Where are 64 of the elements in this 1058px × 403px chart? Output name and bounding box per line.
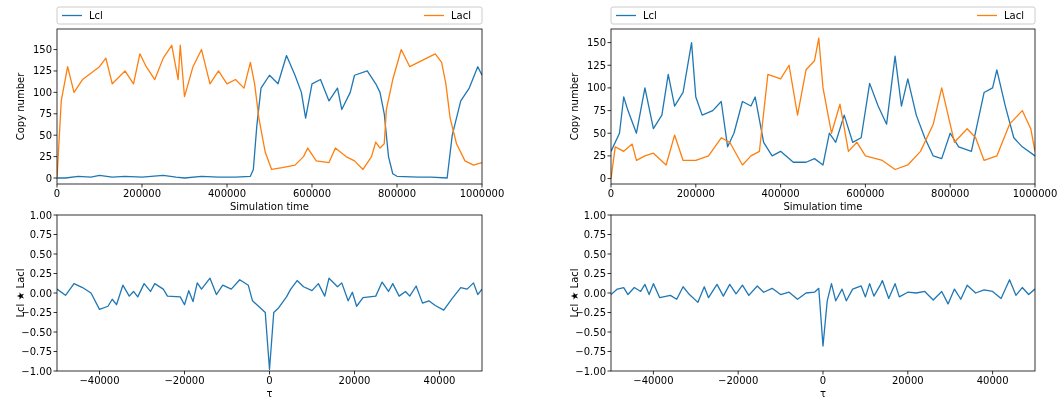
x-tick-label: 800000 <box>377 188 417 199</box>
y-tick-label: 0.00 <box>583 287 606 299</box>
y-tick-label: 0.75 <box>29 229 52 240</box>
y-tick-label: −0.75 <box>21 346 52 357</box>
x-tick-label: −40000 <box>79 375 120 386</box>
y-tick-label: 150 <box>586 37 606 49</box>
line-series <box>611 279 1035 347</box>
line-series <box>57 277 482 371</box>
x-tick-label: 40000 <box>423 375 456 386</box>
y-tick-label: −1.00 <box>21 365 52 377</box>
x-tick-label: −20000 <box>718 375 759 386</box>
y-axis-title: Copy number <box>569 71 580 141</box>
legend-label: Lacl <box>451 10 471 21</box>
x-axis-title: τ <box>819 388 827 399</box>
y-tick-label: 100 <box>32 86 52 98</box>
y-tick-label: 125 <box>32 65 52 77</box>
y-tick-label: 25 <box>39 151 52 163</box>
x-tick-label: 20000 <box>891 375 924 386</box>
y-tick-label: 0.50 <box>583 248 606 260</box>
y-tick-label: 0 <box>45 172 52 184</box>
x-tick-label: 800000 <box>931 188 970 199</box>
x-tick-label: 200000 <box>122 188 162 199</box>
y-tick-label: 0.00 <box>29 287 52 299</box>
y-tick-label: −0.50 <box>575 326 606 338</box>
y-tick-label: 25 <box>593 150 606 162</box>
x-tick-label: 1000000 <box>459 188 505 199</box>
x-tick-label: 0 <box>53 188 61 199</box>
y-tick-label: 75 <box>39 108 52 120</box>
x-tick-label: 400000 <box>761 188 800 199</box>
y-tick-label: 150 <box>32 44 52 56</box>
y-tick-label: 0.25 <box>583 268 606 279</box>
y-tick-label: 50 <box>593 127 606 139</box>
x-axis-title: Simulation time <box>783 201 863 212</box>
x-tick-label: 200000 <box>676 188 715 199</box>
x-axis-title: Simulation time <box>229 201 310 212</box>
x-tick-label: 400000 <box>207 188 247 199</box>
y-tick-label: −0.50 <box>21 326 52 338</box>
y-tick-label: 100 <box>586 82 606 94</box>
y-axis-title: Copy number <box>15 71 26 141</box>
x-tick-label: −20000 <box>164 375 205 386</box>
x-axis-title: τ <box>266 388 273 399</box>
y-tick-label: 125 <box>586 59 606 71</box>
x-tick-label: 0 <box>607 188 615 199</box>
x-tick-label: 20000 <box>338 375 371 386</box>
x-tick-label: −40000 <box>633 375 674 386</box>
y-tick-label: 0.50 <box>29 248 52 260</box>
legend-label: Lcl <box>89 10 103 21</box>
y-tick-label: −1.00 <box>575 365 606 377</box>
x-tick-label: 0 <box>819 375 827 386</box>
y-tick-label: 50 <box>39 129 52 141</box>
x-tick-label: 600000 <box>292 188 332 199</box>
legend-label: Lacl <box>1004 10 1024 21</box>
x-tick-label: 1000000 <box>1012 188 1058 199</box>
y-tick-label: −0.75 <box>575 346 606 357</box>
y-tick-label: 75 <box>593 105 606 117</box>
x-tick-label: 0 <box>266 375 273 386</box>
y-tick-label: 0.75 <box>583 229 606 240</box>
y-tick-label: 0 <box>599 173 606 185</box>
y-tick-label: 1.00 <box>29 209 52 221</box>
y-tick-label: 0.25 <box>29 268 52 279</box>
x-tick-label: 40000 <box>976 375 1009 386</box>
y-tick-label: 1.00 <box>583 209 606 221</box>
x-tick-label: 600000 <box>846 188 885 199</box>
legend-label: Lcl <box>643 10 657 21</box>
